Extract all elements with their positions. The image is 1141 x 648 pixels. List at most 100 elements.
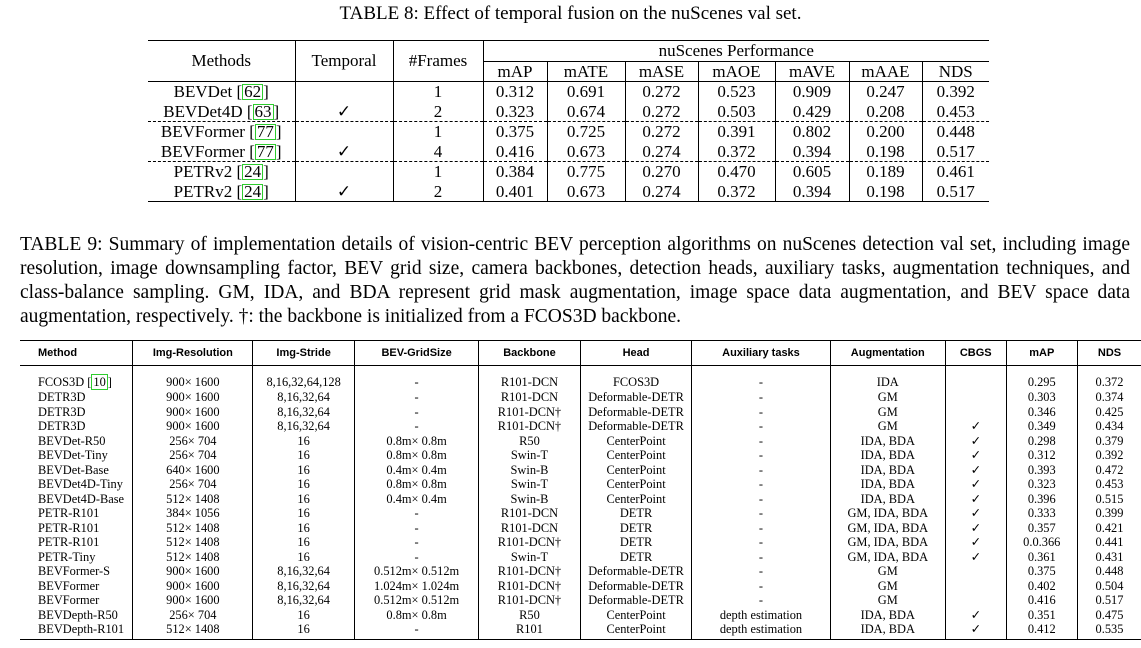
head-cell: Deformable-DETR <box>580 390 693 405</box>
metric-cell: 0.270 <box>625 161 699 182</box>
citation-link[interactable]: 24 <box>242 162 264 181</box>
metric-cell: 0.453 <box>922 101 989 122</box>
head-cell: FCOS3D <box>580 374 693 390</box>
temporal-check <box>295 81 394 102</box>
aux-cell: - <box>691 578 831 593</box>
metric-cell: 0.391 <box>698 121 776 142</box>
method-cell: BEVFormer <box>20 578 134 593</box>
citation-link[interactable]: 10 <box>91 374 108 390</box>
map-cell: 0.323 <box>1006 477 1078 492</box>
table-row: PETR-R101 512× 1408 16- R101-DCN† DETR - GM, I… <box>20 535 1141 550</box>
metric-cell: 0.384 <box>483 161 548 182</box>
cbgs-check: ✓ <box>945 448 1007 463</box>
resolution-cell: 512× 1408 <box>132 491 254 506</box>
cbgs-check: ✓ <box>945 477 1007 492</box>
method-name: BEVDet-R50 <box>38 433 106 448</box>
cbgs-check: ✓ <box>945 462 1007 477</box>
citation-link[interactable]: 63 <box>252 101 274 121</box>
head-cell: Deformable-DETR <box>580 564 693 579</box>
citation-link[interactable]: 62 <box>242 82 264 101</box>
method-name: BEVFormer <box>160 141 245 161</box>
head-cell: DETR <box>580 506 693 521</box>
aux-cell: - <box>691 506 831 521</box>
table-row: BEVDepth-R101 512× 1408 16- R101 CenterPoint… <box>20 622 1141 640</box>
nds-cell: 0.517 <box>1095 593 1124 607</box>
method-cell: FCOS3D [10] <box>20 374 134 390</box>
cbgs-check: ✓ <box>945 520 1007 535</box>
gridsize-cell: - <box>354 535 480 550</box>
backbone-cell: R101-DCN† <box>478 593 581 608</box>
method-cell: DETR3D <box>20 419 134 434</box>
method-name: BEVDet4D <box>163 101 243 121</box>
header-img-resolution: Img-Resolution <box>132 340 254 366</box>
method-name: BEVFormer <box>160 122 245 141</box>
resolution-cell: 900× 1600 <box>132 564 254 579</box>
stride-cell: 8,16,32,64 <box>252 564 355 579</box>
augmentation-cell: IDA, BDA <box>830 462 946 477</box>
resolution-cell: 256× 704 <box>132 607 254 622</box>
gridsize-cell: - <box>354 520 480 535</box>
resolution-cell: 900× 1600 <box>132 390 254 405</box>
backbone-cell: R101-DCN <box>478 390 581 405</box>
aux-cell: - <box>691 477 831 492</box>
resolution-cell: 900× 1600 <box>132 419 254 434</box>
frames-cell: 1 <box>393 81 484 102</box>
head-cell: DETR <box>580 535 693 550</box>
method-name: FCOS3D <box>38 375 85 389</box>
method-name: BEVFormer-S <box>38 564 111 578</box>
citation-link[interactable]: 77 <box>254 141 276 161</box>
gridsize-cell: - <box>354 374 480 390</box>
citation-link[interactable]: 24 <box>242 181 264 201</box>
header-bev-gridsize: BEV-GridSize <box>354 340 480 366</box>
method-cell: BEVDet4D [63] <box>148 101 296 122</box>
metric-cell: 0.674 <box>547 101 626 122</box>
gridsize-cell: 1.024m× 1.024m <box>354 578 480 593</box>
cbgs-check: ✓ <box>945 419 1007 434</box>
metric-cell: 0.470 <box>698 161 776 182</box>
map-cell: 0.361 <box>1006 549 1078 564</box>
map-cell: 0.375 <box>1006 564 1078 579</box>
metric-cell: 0.208 <box>849 101 923 122</box>
stride-cell: 16 <box>252 448 355 463</box>
cbgs-check <box>945 578 1007 593</box>
header-metric: mASE <box>625 61 699 82</box>
method-cell: BEVFormer [77] <box>148 141 296 162</box>
resolution-cell: 640× 1600 <box>132 462 254 477</box>
table8: Methods Temporal #Frames nuScenes Perfor… <box>148 40 989 202</box>
method-cell: BEVDepth-R101 <box>20 622 134 640</box>
table-row: BEVDet-Tiny 256× 704 16 0.8m× 0.8m Swin-T Cen… <box>20 448 1141 463</box>
aux-cell: - <box>691 390 831 405</box>
nds-cell: 0.441 <box>1095 535 1124 549</box>
metric-cell: 0.691 <box>547 81 626 102</box>
resolution-cell: 256× 704 <box>132 448 254 463</box>
table-row: BEVDet-R50 256× 704 16 0.8m× 0.8m R50 CenterP… <box>20 433 1141 448</box>
temporal-check: ✓ <box>295 101 394 122</box>
augmentation-cell: GM, IDA, BDA <box>830 549 946 564</box>
metric-cell: 0.673 <box>547 181 626 202</box>
head-cell: Deformable-DETR <box>580 404 693 419</box>
header-metric: mAAE <box>849 61 923 82</box>
method-cell: PETR-R101 <box>20 535 134 550</box>
method-cell: BEVFormer [77] <box>148 121 296 142</box>
citation-link[interactable]: 77 <box>254 122 276 141</box>
map-cell: 0.349 <box>1006 419 1078 434</box>
resolution-cell: 256× 704 <box>132 477 254 492</box>
stride-cell: 16 <box>252 535 355 550</box>
table-row: BEVDet [62] 1 0.312 0.691 0.272 0.523 0.909 0.2… <box>148 81 989 102</box>
method-cell: PETR-R101 <box>20 506 134 521</box>
head-cell: CenterPoint <box>580 491 693 506</box>
map-cell: 0.357 <box>1006 520 1078 535</box>
resolution-cell: 256× 704 <box>132 433 254 448</box>
stride-cell: 16 <box>252 622 355 640</box>
header-temporal: Temporal <box>295 40 394 82</box>
cbgs-check <box>945 593 1007 608</box>
stride-cell: 16 <box>252 520 355 535</box>
header-head: Head <box>580 340 693 366</box>
resolution-cell: 900× 1600 <box>132 404 254 419</box>
method-cell: BEVDet [62] <box>148 81 296 102</box>
nds-cell: 0.504 <box>1095 578 1124 593</box>
method-cell: BEVDepth-R50 <box>20 607 134 622</box>
nds-cell: 0.535 <box>1077 622 1141 640</box>
nds-cell: 0.448 <box>1095 564 1124 578</box>
head-cell: Deformable-DETR <box>580 419 693 434</box>
